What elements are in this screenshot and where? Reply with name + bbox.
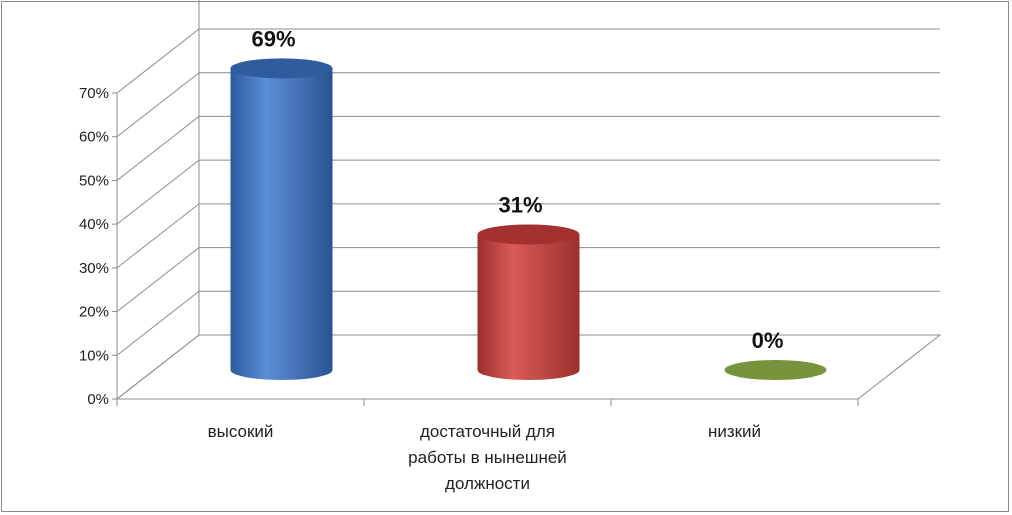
category-label: работы в нынешней [408, 448, 567, 467]
y-tick-label: 30% [79, 260, 109, 277]
cylinder-body [477, 234, 580, 380]
data-label: 31% [498, 192, 542, 217]
bar-1 [230, 58, 333, 380]
bar-3 [724, 360, 827, 380]
x-axis-categories: высокий достаточный для работы в нынешней д… [208, 422, 761, 493]
cylinder-top [724, 360, 827, 380]
side-gridline [116, 159, 200, 225]
cylinder-top [477, 224, 580, 245]
bar-2 [477, 224, 580, 380]
category-label: должности [445, 474, 530, 493]
side-gridline [116, 72, 200, 138]
y-tick-label: 40% [79, 216, 109, 233]
side-gridline [116, 203, 200, 269]
side-gridline [116, 290, 200, 356]
category-label: высокий [208, 422, 274, 441]
y-axis-ticks: 0% 10% 20% 30% 40% 50% 60% 70% [79, 85, 859, 408]
data-label: 0% [752, 328, 784, 353]
cylinder-top [230, 58, 333, 79]
side-gridline [116, 247, 200, 312]
y-tick-label: 70% [79, 85, 109, 102]
y-tick-label: 60% [79, 129, 109, 146]
category-label: достаточный для [420, 422, 555, 441]
side-gridline [116, 116, 200, 181]
y-tick-label: 50% [79, 172, 109, 189]
y-tick-label: 10% [79, 347, 109, 364]
y-tick-label: 20% [79, 304, 109, 321]
data-label: 69% [251, 26, 295, 51]
cylinder-body [230, 68, 333, 380]
category-label: низкий [708, 422, 761, 441]
side-gridline [116, 28, 200, 94]
y-tick-label: 0% [87, 391, 109, 408]
bars [230, 58, 827, 380]
data-labels: 69% 31% 0% [251, 26, 783, 353]
